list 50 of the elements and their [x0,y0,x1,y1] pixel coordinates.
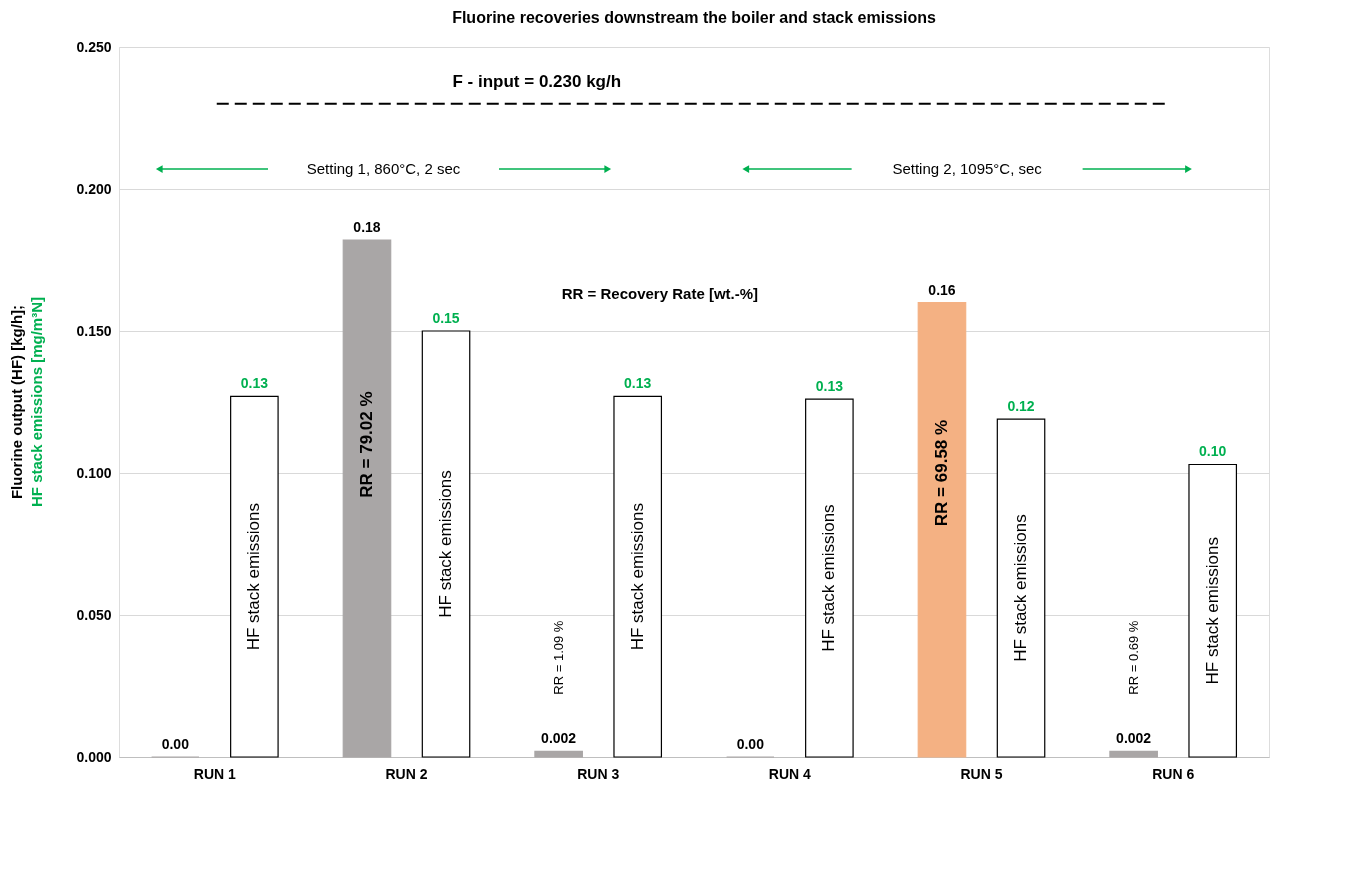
data-label: 0.13 [240,375,269,392]
ref-line-label: F - input = 0.230 kg/h [452,71,622,91]
data-label: 0.002 [541,730,577,747]
x-tick-label: RUN 1 [193,765,237,782]
data-label: 0.13 [624,375,652,392]
x-tick-label: RUN 4 [768,765,812,782]
annotation: RR = 79.02 % [356,391,376,498]
text: HF stack emissions [819,504,839,652]
data-label: 0.16 [928,281,956,298]
bar [1109,750,1158,758]
bar [805,398,854,758]
y-tick-label: 0.200 [76,180,112,197]
data-label: 0.12 [1007,398,1035,415]
y-axis-title: Fluorine output (HF) [kg/h]; HF stack emissions [mg/m³N] [8,296,45,508]
data-label: 0.002 [1116,730,1152,747]
bar [230,395,279,758]
text: HF stack emissions [1011,514,1031,662]
bar [917,302,967,758]
series-label: HF stack emissions [244,502,264,651]
bar [996,418,1046,758]
data-label: 0.18 [353,219,381,236]
text: HF stack emissions [1202,537,1222,685]
bar [1188,463,1238,758]
text: HF stack emissions [436,470,456,618]
bar [534,750,583,758]
data-label: 0.13 [815,378,844,395]
annotation: RR = 0.69 % [1125,620,1141,695]
bar [613,395,663,758]
text: HF stack emissions [627,502,647,651]
annotation: Setting 2, 1095°C, sec [892,160,1043,178]
annotation: RR = 69.58 % [931,419,951,527]
chart-title: Fluorine recoveries downstream the boiler and stack emissions [452,9,936,26]
y-tick-label: 0.250 [76,38,112,55]
annotation: RR = 1.09 % [550,620,566,695]
x-tick-label: RUN 2 [385,765,428,782]
y-tick-label: 0.000 [76,748,112,765]
annotation: RR = Recovery Rate [wt.-%] [561,285,759,303]
data-label: 0.00 [736,736,765,752]
y-tick-label: 0.150 [76,322,112,339]
bar [342,239,392,758]
x-tick-label: RUN 6 [1152,765,1195,782]
x-tick-label: RUN 5 [960,765,1003,782]
y-tick-label: 0.050 [76,606,112,623]
data-label: 0.15 [432,310,460,326]
x-tick-label: RUN 3 [577,765,620,782]
data-label: 0.00 [161,736,190,752]
annotation: Setting 1, 860°C, 2 sec [306,160,461,178]
bar [421,330,471,758]
y-tick-label: 0.100 [76,464,112,481]
data-label: 0.10 [1199,443,1227,460]
